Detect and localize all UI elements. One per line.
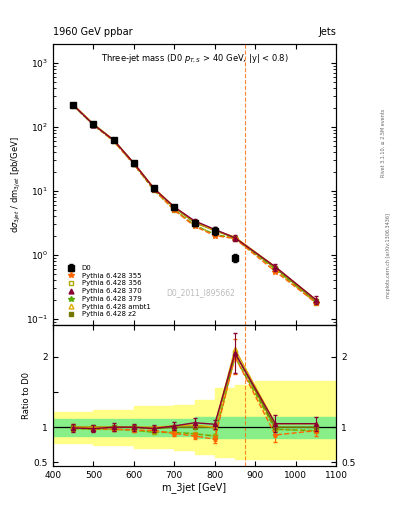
X-axis label: m_3jet [GeV]: m_3jet [GeV] [162, 482, 227, 494]
Line: Pythia 6.428 z2: Pythia 6.428 z2 [71, 102, 318, 304]
Pythia 6.428 ambt1 [91, 121, 96, 127]
Pythia 6.428 355 [91, 122, 96, 128]
Line: Pythia 6.428 370: Pythia 6.428 370 [71, 103, 318, 302]
Pythia 6.428 379 [233, 236, 237, 242]
Text: Rivet 3.1.10, ≥ 2.5M events: Rivet 3.1.10, ≥ 2.5M events [381, 109, 386, 178]
Pythia 6.428 355 [192, 223, 197, 229]
Pythia 6.428 ambt1 [233, 234, 237, 240]
Pythia 6.428 370 [212, 226, 217, 232]
Pythia 6.428 ambt1 [314, 296, 318, 303]
Pythia 6.428 370 [111, 137, 116, 143]
Pythia 6.428 355 [132, 161, 136, 167]
Pythia 6.428 z2 [192, 220, 197, 226]
Pythia 6.428 356 [314, 300, 318, 306]
Text: D0_2011_I895662: D0_2011_I895662 [166, 288, 235, 297]
Y-axis label: d$\sigma_{3jet}$ / dm$_{3jet}$ [pb/GeV]: d$\sigma_{3jet}$ / dm$_{3jet}$ [pb/GeV] [10, 136, 23, 232]
Y-axis label: Ratio to D0: Ratio to D0 [22, 372, 31, 419]
Pythia 6.428 370 [152, 186, 156, 192]
Pythia 6.428 379 [111, 138, 116, 144]
Pythia 6.428 370 [233, 234, 237, 241]
Line: Pythia 6.428 355: Pythia 6.428 355 [70, 102, 319, 305]
Pythia 6.428 356 [233, 236, 237, 242]
Pythia 6.428 379 [172, 206, 177, 212]
Pythia 6.428 379 [132, 161, 136, 167]
Text: Jets: Jets [318, 27, 336, 37]
Pythia 6.428 ambt1 [273, 264, 278, 270]
Pythia 6.428 370 [172, 204, 177, 210]
Pythia 6.428 356 [111, 138, 116, 144]
Pythia 6.428 370 [273, 264, 278, 270]
Legend: D0, Pythia 6.428 355, Pythia 6.428 356, Pythia 6.428 370, Pythia 6.428 379, Pyth: D0, Pythia 6.428 355, Pythia 6.428 356, … [62, 264, 152, 319]
Pythia 6.428 356 [132, 161, 136, 167]
Pythia 6.428 355 [111, 138, 116, 144]
Pythia 6.428 ambt1 [192, 219, 197, 225]
Line: Pythia 6.428 ambt1: Pythia 6.428 ambt1 [71, 102, 318, 302]
Pythia 6.428 370 [132, 160, 136, 166]
Pythia 6.428 z2 [273, 265, 278, 271]
Pythia 6.428 379 [71, 102, 75, 109]
Line: Pythia 6.428 379: Pythia 6.428 379 [70, 103, 319, 305]
Pythia 6.428 ambt1 [212, 227, 217, 233]
Pythia 6.428 370 [314, 296, 318, 303]
Pythia 6.428 356 [71, 102, 75, 109]
Pythia 6.428 z2 [91, 121, 96, 127]
Pythia 6.428 ambt1 [152, 185, 156, 191]
Pythia 6.428 379 [192, 222, 197, 228]
Pythia 6.428 355 [71, 102, 75, 108]
Pythia 6.428 ambt1 [71, 102, 75, 108]
Pythia 6.428 370 [91, 122, 96, 128]
Pythia 6.428 ambt1 [111, 137, 116, 143]
Pythia 6.428 355 [152, 186, 156, 193]
Text: 1960 GeV ppbar: 1960 GeV ppbar [53, 27, 133, 37]
Pythia 6.428 z2 [111, 137, 116, 143]
Line: Pythia 6.428 356: Pythia 6.428 356 [71, 103, 318, 305]
Text: mcplots.cern.ch [arXiv:1306.3436]: mcplots.cern.ch [arXiv:1306.3436] [386, 214, 391, 298]
Text: Three-jet mass (D0 $p_{T,S}$ > 40 GeV, |y| < 0.8): Three-jet mass (D0 $p_{T,S}$ > 40 GeV, |… [101, 52, 288, 65]
Pythia 6.428 356 [172, 206, 177, 212]
Pythia 6.428 z2 [212, 227, 217, 233]
Pythia 6.428 355 [273, 268, 278, 274]
Pythia 6.428 z2 [132, 160, 136, 166]
Pythia 6.428 356 [273, 266, 278, 272]
Pythia 6.428 356 [152, 187, 156, 194]
Pythia 6.428 379 [152, 187, 156, 194]
Pythia 6.428 z2 [233, 234, 237, 241]
Pythia 6.428 356 [91, 122, 96, 128]
Pythia 6.428 z2 [71, 102, 75, 108]
Pythia 6.428 370 [192, 218, 197, 224]
Pythia 6.428 379 [212, 231, 217, 238]
Pythia 6.428 z2 [172, 204, 177, 210]
Pythia 6.428 ambt1 [132, 160, 136, 166]
Pythia 6.428 355 [212, 232, 217, 239]
Pythia 6.428 356 [192, 222, 197, 228]
Pythia 6.428 379 [314, 300, 318, 306]
Pythia 6.428 355 [314, 300, 318, 306]
Pythia 6.428 355 [172, 207, 177, 213]
Pythia 6.428 355 [233, 236, 237, 242]
Pythia 6.428 ambt1 [172, 204, 177, 210]
Pythia 6.428 z2 [152, 186, 156, 192]
Pythia 6.428 z2 [314, 298, 318, 304]
Pythia 6.428 370 [71, 102, 75, 108]
Pythia 6.428 356 [212, 231, 217, 238]
Pythia 6.428 379 [91, 122, 96, 128]
Pythia 6.428 379 [273, 266, 278, 272]
